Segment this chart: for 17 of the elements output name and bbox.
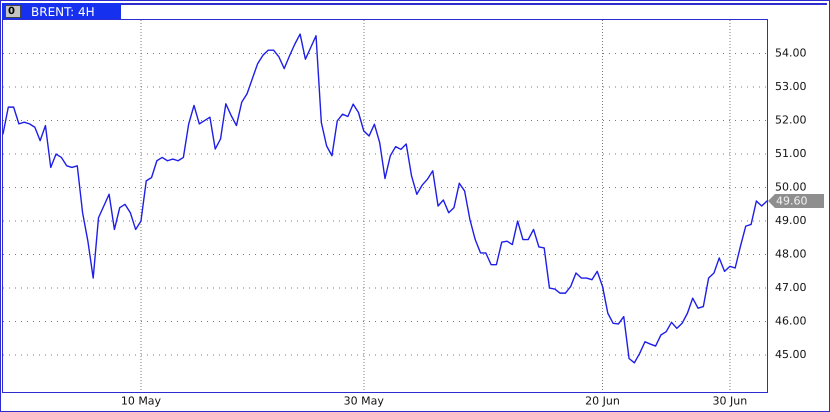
- x-tick-label: 30 Jun: [712, 394, 748, 408]
- x-tick-label: 30 May: [344, 394, 384, 408]
- y-tick-label: 54.00: [775, 46, 806, 60]
- y-tick-label: 45.00: [775, 348, 806, 361]
- y-tick-label: 50.00: [775, 180, 806, 194]
- y-tick-label: 53.00: [775, 80, 806, 93]
- y-tick-label: 49.00: [775, 214, 806, 227]
- y-tick-label: 52.00: [775, 113, 806, 126]
- x-tick-label: 10 May: [120, 394, 162, 408]
- y-tick-label: 51.00: [775, 146, 806, 160]
- y-tick-label: 48.00: [775, 247, 806, 260]
- text: 0: [5, 5, 21, 18]
- y-tick-label: 46.00: [775, 314, 806, 328]
- y-tick-label: 47.00: [775, 280, 806, 294]
- chart-title: BRENT: 4H: [31, 4, 95, 18]
- x-tick-label: 20 Jun: [585, 394, 620, 408]
- text: 49.60: [776, 194, 808, 208]
